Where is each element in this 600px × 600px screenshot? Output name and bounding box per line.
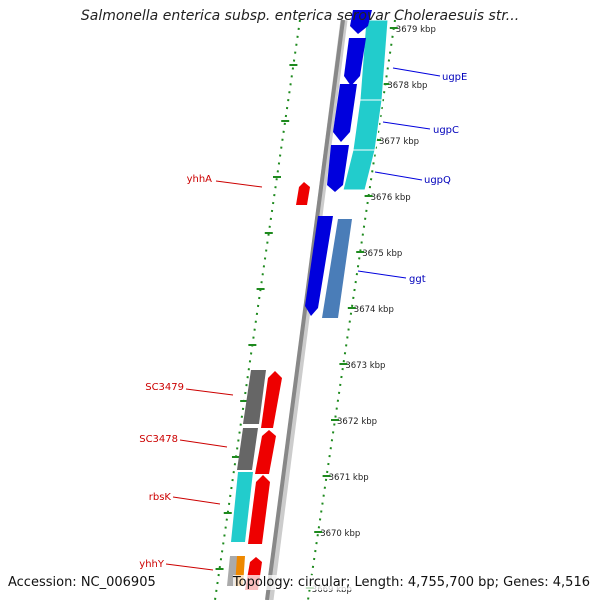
backbone [265,19,345,600]
tick-label: 3677 kbp [379,137,419,147]
feature-blue-ggt [305,216,333,316]
tick-3679: 3679 kbp [389,25,436,35]
tick-3676: 3676 kbp [364,193,411,203]
leader-ggt [357,270,407,279]
feature-cyan-1 [359,19,389,101]
feature-blue-ugpC [333,84,357,142]
feature-blue-ugpQ [327,145,349,192]
feature-cyan-3 [342,149,376,191]
right-frame-line [307,19,396,600]
gene-label-SC3479: SC3479 [145,382,184,393]
tick-label: 3671 kbp [329,473,369,483]
left-frame-line [214,19,301,600]
leader-ugpC [382,121,431,130]
tick-label: 3678 kbp [387,81,427,91]
tick-3670: 3670 kbp [314,529,360,539]
feature-red-rbsK [248,475,270,544]
feature-cyan-rbsK [231,472,253,542]
feature-gray-SC3478 [237,428,258,470]
topology-label: Topology: circular; Length: 4,755,700 bp… [232,575,590,590]
tick-3674: 3674 kbp [347,305,394,315]
gene-label-ugpC: ugpC [433,125,459,136]
gene-label-yhhY: yhhY [139,559,165,570]
tick-3678: 3678 kbp [381,81,427,91]
tick-3677: 3677 kbp [373,137,419,147]
tick-label: 3669 kbp [312,585,352,595]
tick-3673: 3673 kbp [339,361,385,371]
leader-yhhA [215,180,263,188]
gene-label-ugpE: ugpE [442,72,467,83]
tick-label: 3672 kbp [337,417,377,427]
leader-SC3479 [185,388,234,396]
feature-red-yhhA [296,182,310,205]
gene-label-SC3478: SC3478 [139,434,178,445]
feature-red-SC3478 [255,430,276,474]
tick-3671: 3671 kbp [322,473,369,483]
tick-label: 3679 kbp [396,25,436,35]
feature-steelblue-ggt [322,219,352,318]
gene-label-ugpQ: ugpQ [424,175,451,186]
feature-red-SC3479 [261,371,282,428]
feature-blue-ugpE [344,38,366,86]
tick-3675: 3675 kbp [356,249,402,259]
tick-label: 3675 kbp [362,249,402,259]
tick-label: 3673 kbp [345,361,385,371]
leader-rbsK [172,496,221,505]
feature-gray-SC3479 [243,370,266,424]
tick-label: 3676 kbp [371,193,411,203]
gene-label-yhhA: yhhA [187,174,213,185]
feature-cyan-2 [352,99,383,151]
leader-ugpE [392,67,441,77]
tick-label: 3670 kbp [320,529,360,539]
gene-label-rbsK: rbsK [149,492,172,503]
accession-label: Accession: NC_006905 [8,575,156,590]
map-title: Salmonella enterica subsp. enterica sero… [80,8,520,24]
gene-label-ggt: ggt [409,274,426,285]
leader-yhhY [165,563,214,571]
leader-SC3478 [179,439,228,448]
leader-ugpQ [374,171,423,181]
tick-3672: 3672 kbp [331,417,377,427]
feature-blue-1 [350,10,372,34]
tick-label: 3674 kbp [354,305,394,315]
